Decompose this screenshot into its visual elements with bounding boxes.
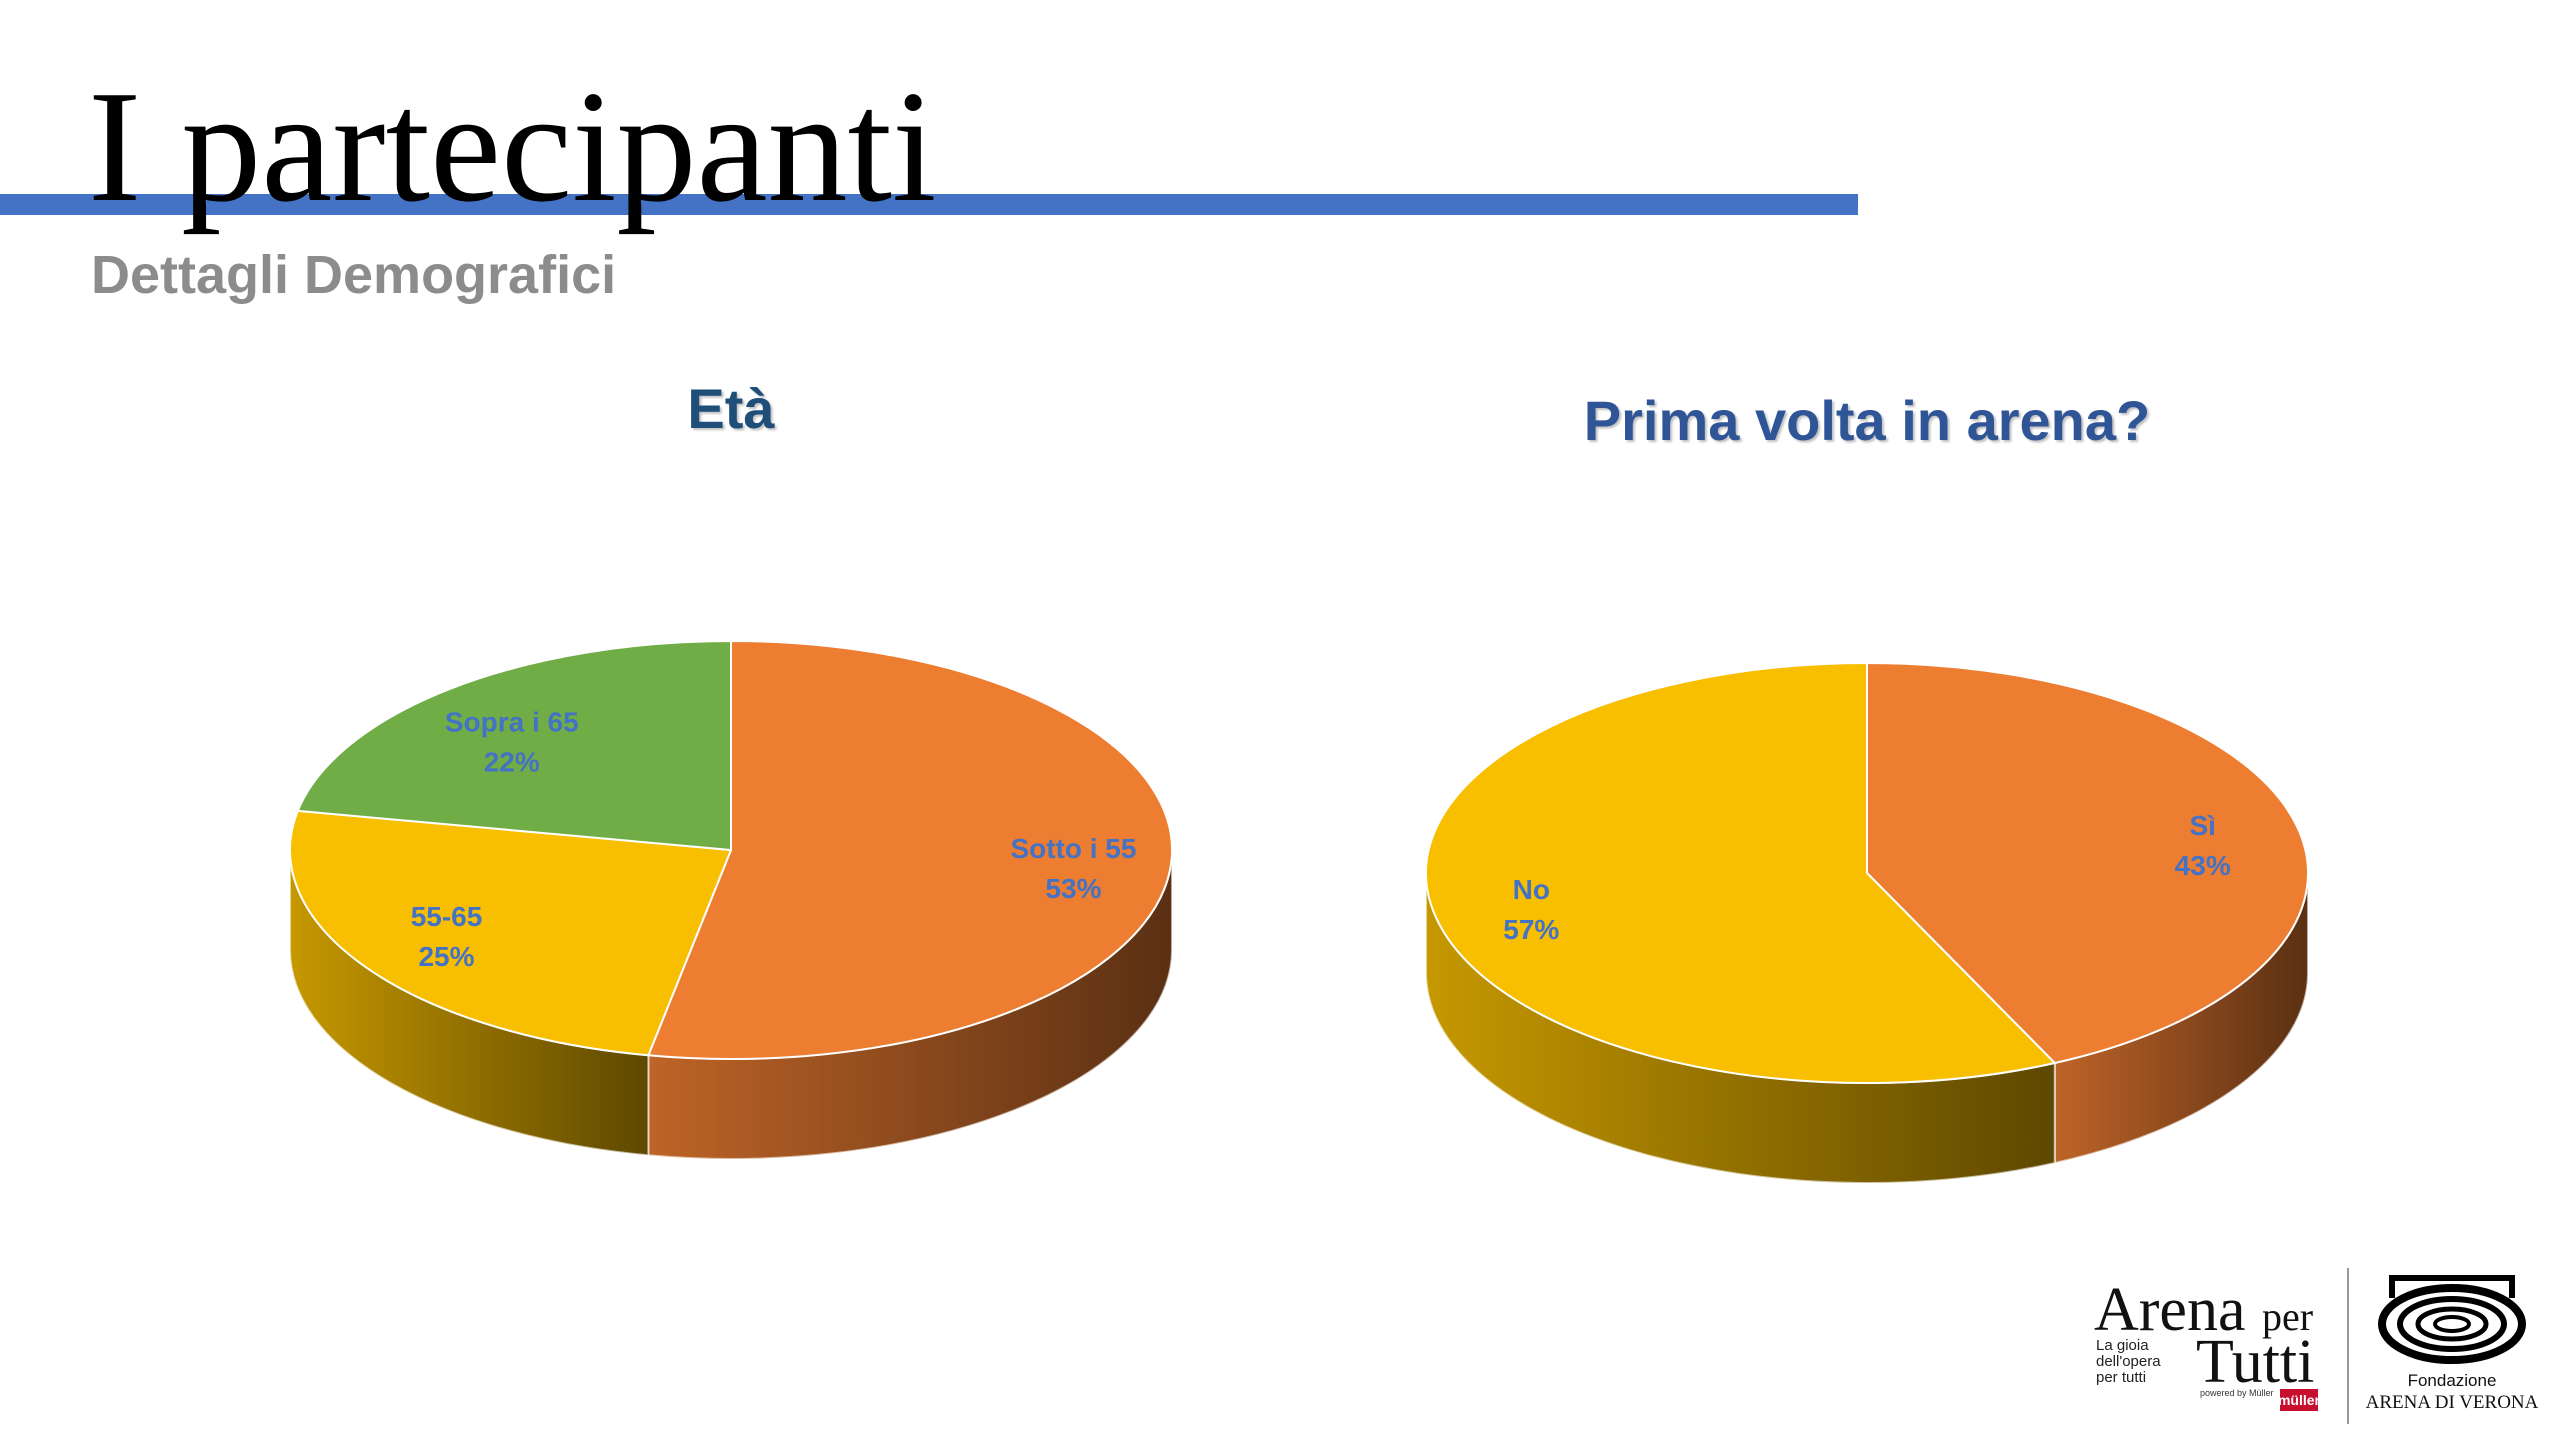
- logo-brand-tutti: Tutti: [2196, 1328, 2314, 1396]
- pie-tops: [1424, 661, 2309, 1084]
- charts: Età Sotto i 55 53% 55-65 25% Sopra i 65 22% Pri…: [289, 377, 2309, 1184]
- pie-label: Sotto i 55: [1010, 833, 1136, 864]
- pie-slice: [646, 639, 1173, 1060]
- pie-slice: [1424, 661, 2057, 1084]
- pie-slice: [296, 639, 732, 852]
- logo-foundation-name: ARENA DI VERONA: [2366, 1392, 2539, 1413]
- logo-emblem: [2378, 1275, 2526, 1364]
- chart-title: Prima volta in arena?: [1584, 389, 2150, 452]
- logo-tagline: La gioia: [2096, 1337, 2149, 1354]
- pie-value-label: 53%: [1045, 873, 1101, 904]
- logo-brand: Arena: [2094, 1276, 2245, 1344]
- logo-mark-bg: [2280, 1389, 2318, 1411]
- pie-label: 55-65: [411, 901, 483, 932]
- logo-mark: müller: [2278, 1392, 2321, 1408]
- pie-value-label: 25%: [418, 941, 474, 972]
- pie-value-label: 22%: [484, 746, 540, 777]
- logo-tagline: dell'opera: [2096, 1353, 2161, 1370]
- pie-slice: [1866, 661, 2309, 1065]
- pie-tops: [289, 639, 1173, 1060]
- logo-tagline: per tutti: [2096, 1369, 2146, 1386]
- pie-label: No: [1513, 874, 1550, 905]
- pie-label: Sopra i 65: [445, 706, 579, 737]
- slide-subtitle: Dettagli Demografici: [91, 245, 616, 305]
- pie-slice: [289, 809, 733, 1057]
- logos: Arena per Tutti La gioia dell'opera per …: [2094, 1268, 2539, 1424]
- pie-value-label: 43%: [2175, 850, 2231, 881]
- logo-brand-per: per: [2262, 1294, 2313, 1339]
- chart-title: Età: [687, 377, 775, 440]
- slide-title: I partecipanti: [88, 57, 936, 235]
- title-bar: [0, 194, 1858, 215]
- logo-foundation: Fondazione: [2408, 1371, 2497, 1390]
- pie-label: Sì: [2189, 810, 2215, 841]
- pie-value-label: 57%: [1503, 914, 1559, 945]
- logo-powered: powered by Müller: [2200, 1388, 2274, 1398]
